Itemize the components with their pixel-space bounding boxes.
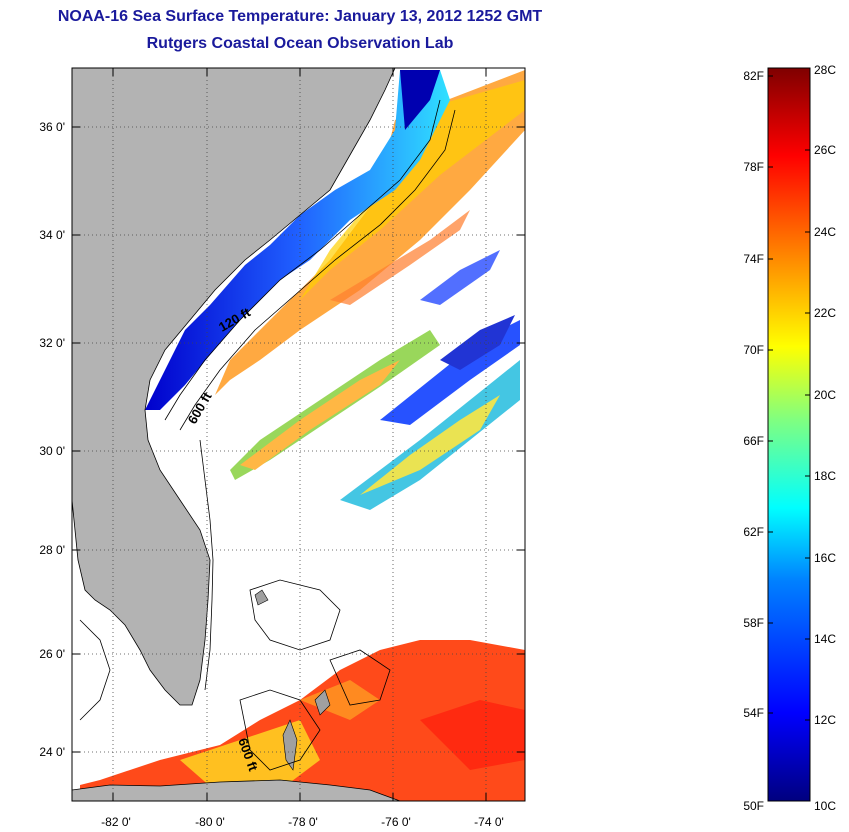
latitude-labels: 36 0' 34 0' 32 0' 30 0' 28 0' 26 0' 24 0… xyxy=(39,120,65,759)
fahrenheit-label: 70F xyxy=(743,343,764,357)
fahrenheit-label: 78F xyxy=(743,160,764,174)
fahrenheit-label: 66F xyxy=(743,434,764,448)
colorbar-ticks xyxy=(768,67,810,721)
celsius-label: 22C xyxy=(814,306,836,320)
celsius-label: 14C xyxy=(814,632,836,646)
celsius-label: 24C xyxy=(814,225,836,239)
fahrenheit-label: 50F xyxy=(743,799,764,813)
lon-label: -80 0' xyxy=(195,815,225,829)
offshore-sst-streaks xyxy=(230,210,520,510)
celsius-label: 26C xyxy=(814,143,836,157)
celsius-label: 10C xyxy=(814,799,836,813)
lat-label: 26 0' xyxy=(39,647,65,661)
celsius-label: 20C xyxy=(814,388,836,402)
fahrenheit-label: 74F xyxy=(743,252,764,266)
lon-label: -76 0' xyxy=(381,815,411,829)
lat-label: 36 0' xyxy=(39,120,65,134)
fahrenheit-label: 54F xyxy=(743,706,764,720)
map-frame xyxy=(71,67,526,802)
lon-label: -74 0' xyxy=(474,815,504,829)
celsius-label: 16C xyxy=(814,551,836,565)
cuba-landmass xyxy=(72,779,401,801)
fahrenheit-label: 82F xyxy=(743,69,764,83)
bahamas-islands xyxy=(254,589,331,771)
coastal-cold-water xyxy=(145,70,450,410)
lat-label: 24 0' xyxy=(39,745,65,759)
fahrenheit-label: 58F xyxy=(743,616,764,630)
celsius-label: 18C xyxy=(814,469,836,483)
fahrenheit-label: 62F xyxy=(743,525,764,539)
lat-label: 32 0' xyxy=(39,336,65,350)
us-landmass xyxy=(72,68,396,706)
map-title: NOAA-16 Sea Surface Temperature: January… xyxy=(57,8,543,25)
longitude-labels: -82 0' -80 0' -78 0' -76 0' -74 0' xyxy=(101,815,504,829)
colorbar-fahrenheit-labels: 82F 78F 74F 70F 66F 62F 58F 54F 50F xyxy=(743,69,764,813)
lon-label: -78 0' xyxy=(288,815,318,829)
lat-label: 28 0' xyxy=(39,543,65,557)
celsius-label: 12C xyxy=(814,713,836,727)
lat-label: 34 0' xyxy=(39,228,65,242)
colorbar-celsius-labels: 28C 26C 24C 22C 20C 18C 16C 14C 12C 10C xyxy=(814,63,836,813)
temperature-colorbar xyxy=(767,67,811,802)
lon-label: -82 0' xyxy=(101,815,131,829)
lat-label: 30 0' xyxy=(39,444,65,458)
map-ticks xyxy=(72,68,525,801)
map-subtitle: Rutgers Coastal Ocean Observation Lab xyxy=(146,35,454,52)
celsius-label: 28C xyxy=(814,63,836,77)
